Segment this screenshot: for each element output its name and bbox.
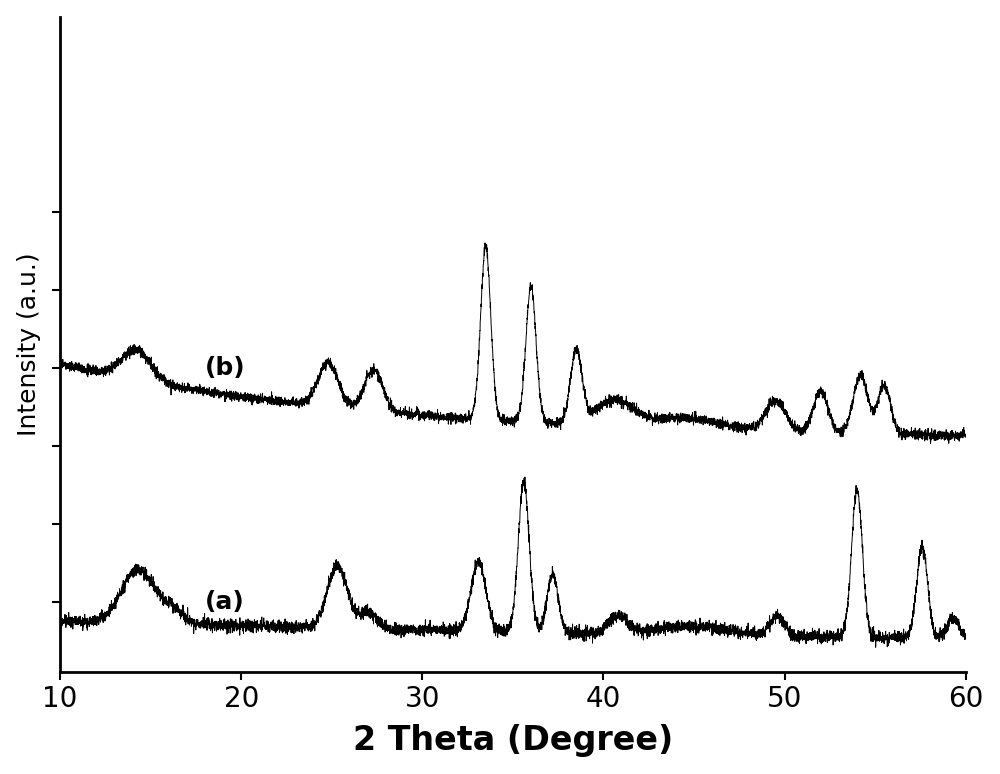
Text: (b): (b) [205,355,246,379]
Text: (a): (a) [205,590,245,614]
X-axis label: 2 Theta (Degree): 2 Theta (Degree) [353,724,673,757]
Y-axis label: Intensity (a.u.): Intensity (a.u.) [17,252,41,437]
